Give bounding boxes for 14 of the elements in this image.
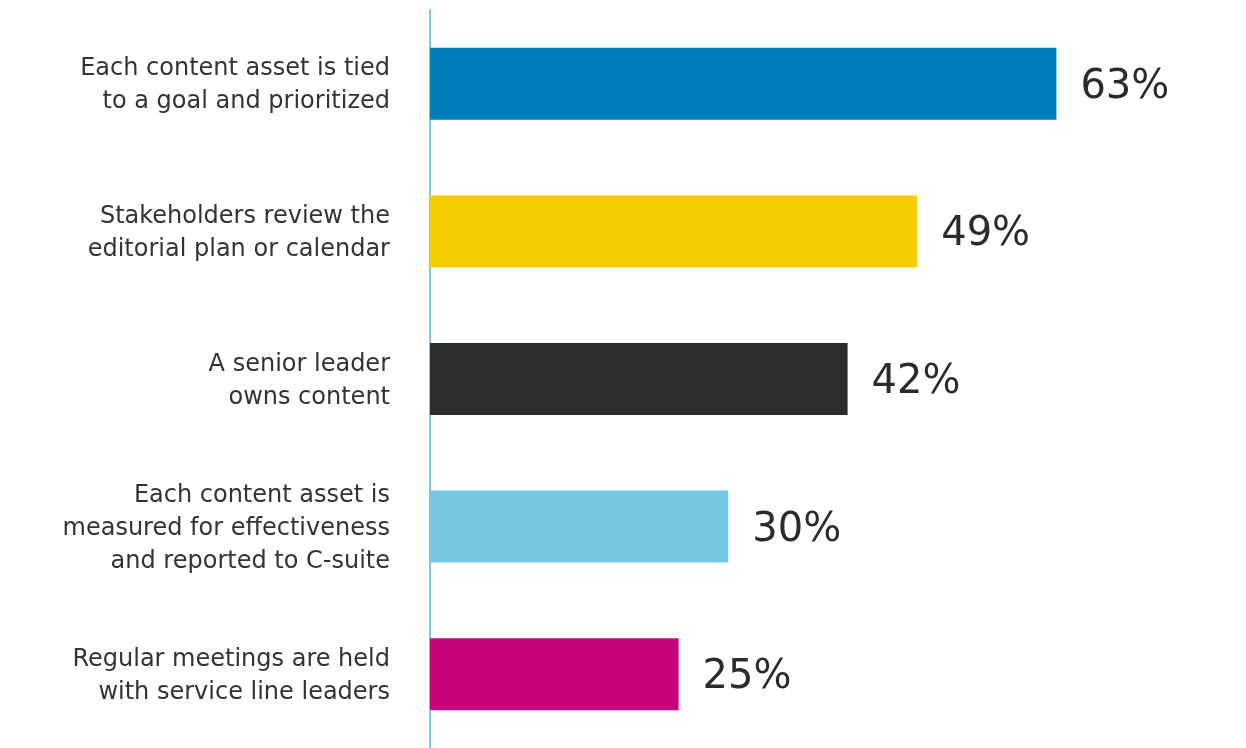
data-label: 63% [1080,60,1170,107]
bar [430,343,848,415]
bar [430,47,1057,120]
data-label: 25% [702,651,792,698]
y-tick-label: A senior leader owns content [208,348,391,410]
bar [430,195,918,268]
data-label: 30% [752,503,842,550]
y-tick-label: Each content asset is tied to a goal and prioritized [80,53,390,115]
y-tick-label: Regular meetings are held with service line leaders [72,643,390,705]
y-tick-label: Stakeholders review the editorial plan or calendar [87,200,391,262]
data-label: 49% [941,208,1031,255]
y-tick-label: Each content asset is measured for effectiveness and reported to C-suite [62,479,390,574]
data-label: 42% [871,356,961,402]
bar [430,638,679,711]
